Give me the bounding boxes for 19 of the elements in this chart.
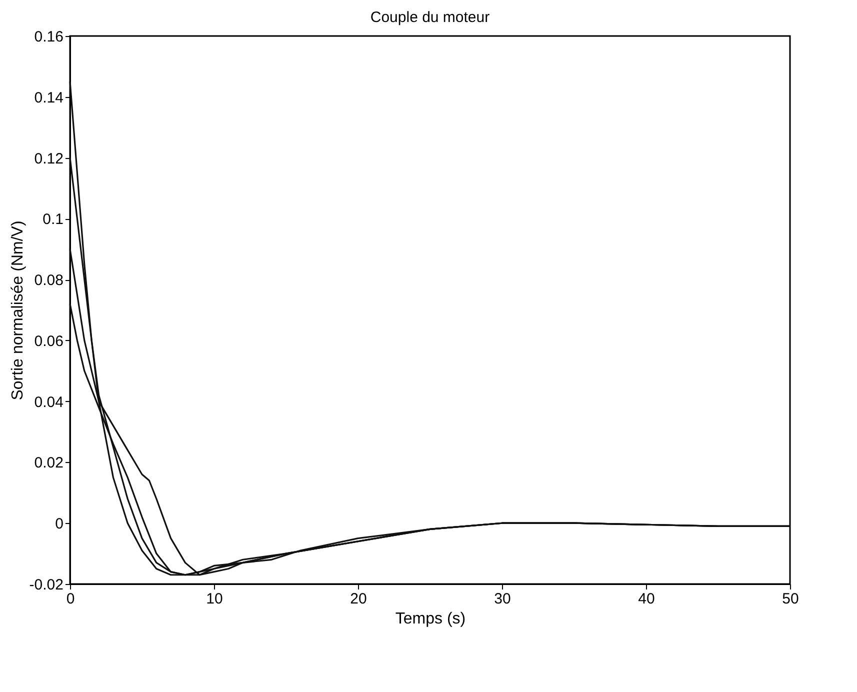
y-tick-label: 0.12: [34, 150, 64, 168]
x-tick-label: 20: [350, 590, 367, 608]
y-tick-label: 0.08: [34, 272, 64, 290]
y-tick-label: 0.04: [34, 394, 64, 411]
y-tick-label: 0.06: [34, 332, 64, 350]
y-tick-label: 0.02: [34, 454, 64, 472]
y-tick-label: -0.02: [29, 576, 64, 594]
x-tick-label: 10: [206, 590, 223, 608]
y-axis-title: Sortie normalisée (Nm/V): [9, 220, 26, 400]
x-tick-label: 30: [494, 590, 511, 608]
x-tick-label: 40: [638, 590, 655, 608]
x-axis-title: Temps (s): [395, 610, 466, 628]
y-tick-label: 0.16: [34, 28, 64, 46]
x-tick-label: 0: [66, 590, 75, 608]
y-tick-label: 0: [55, 516, 64, 533]
chart-title: Couple du moteur: [370, 9, 490, 26]
y-tick-label: 0.1: [42, 211, 64, 228]
x-tick-label: 50: [782, 590, 799, 608]
y-tick-label: 0.14: [34, 89, 64, 106]
